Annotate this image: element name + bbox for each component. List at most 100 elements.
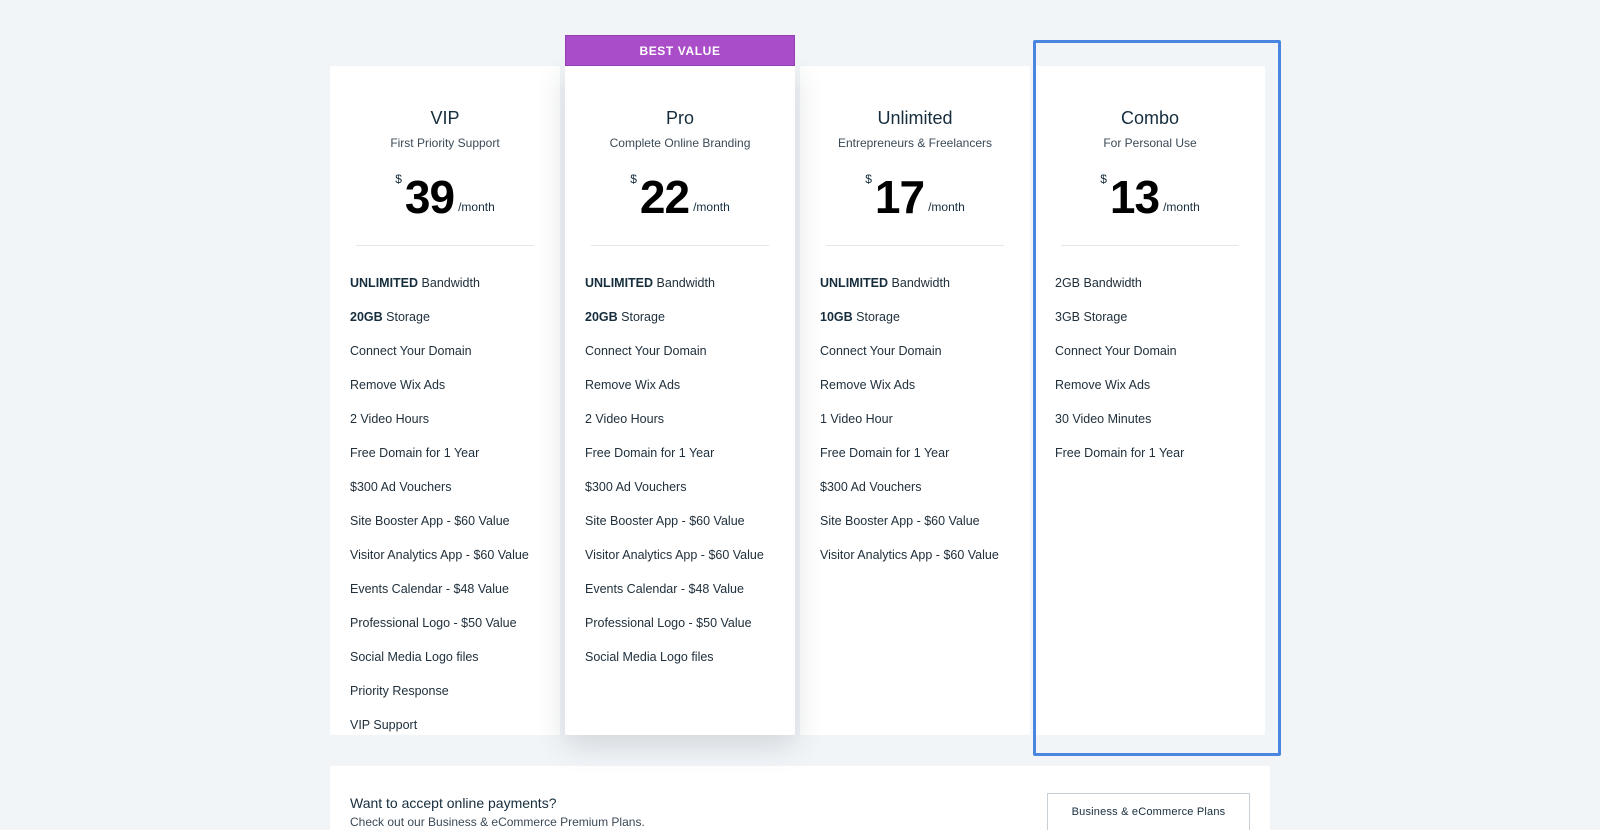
feature-item: Visitor Analytics App - $60 Value bbox=[585, 548, 790, 582]
price-amount: 22 bbox=[639, 171, 690, 223]
feature-list: UNLIMITED Bandwidth 10GB Storage Connect Y… bbox=[820, 276, 1025, 582]
feature-item: Professional Logo - $50 Value bbox=[585, 616, 790, 650]
feature-text: Free Domain for 1 Year bbox=[585, 446, 715, 460]
feature-list: UNLIMITED Bandwidth 20GB Storage Connect Y… bbox=[585, 276, 790, 684]
feature-text: Site Booster App - $60 Value bbox=[820, 514, 980, 528]
feature-text: 2 Video Hours bbox=[585, 412, 664, 426]
feature-text: 2 Video Hours bbox=[350, 412, 429, 426]
feature-item: Priority Response bbox=[350, 684, 555, 718]
feature-item: Social Media Logo files bbox=[350, 650, 555, 684]
feature-item: 30 Video Minutes bbox=[1055, 412, 1260, 446]
divider bbox=[356, 245, 534, 246]
feature-text: Free Domain for 1 Year bbox=[1055, 446, 1185, 460]
feature-text: Events Calendar - $48 Value bbox=[350, 582, 509, 596]
feature-text: $300 Ad Vouchers bbox=[350, 480, 452, 494]
feature-item: VIP Support bbox=[350, 718, 555, 735]
plan-name: Pro bbox=[665, 108, 694, 128]
currency-symbol: $ bbox=[1100, 172, 1107, 186]
feature-text: Remove Wix Ads bbox=[585, 378, 681, 392]
feature-text: Site Booster App - $60 Value bbox=[585, 514, 745, 528]
plan-name: VIP bbox=[430, 108, 460, 128]
feature-text: Bandwidth bbox=[418, 276, 480, 290]
feature-text: Social Media Logo files bbox=[585, 650, 714, 664]
feature-text: Storage bbox=[852, 310, 900, 324]
feature-item: Site Booster App - $60 Value bbox=[820, 514, 1025, 548]
plan-subtitle: For Personal Use bbox=[1103, 136, 1197, 150]
feature-item: Site Booster App - $60 Value bbox=[585, 514, 790, 548]
feature-highlight: UNLIMITED bbox=[585, 276, 654, 290]
plan-name: Combo bbox=[1120, 108, 1180, 128]
feature-item: Connect Your Domain bbox=[585, 344, 790, 378]
feature-highlight: UNLIMITED bbox=[350, 276, 419, 290]
feature-text: Connect Your Domain bbox=[1055, 344, 1177, 358]
best-value-badge: BEST VALUE bbox=[565, 35, 795, 66]
feature-item: Free Domain for 1 Year bbox=[1055, 446, 1260, 480]
feature-item: 2 Video Hours bbox=[350, 412, 555, 446]
feature-highlight: 10GB bbox=[820, 310, 853, 324]
feature-item: Events Calendar - $48 Value bbox=[350, 582, 555, 616]
plan-card-pro[interactable]: BEST VALUE Pro Complete Online Branding … bbox=[565, 35, 795, 735]
feature-text: Bandwidth bbox=[653, 276, 715, 290]
feature-text: Visitor Analytics App - $60 Value bbox=[350, 548, 529, 562]
feature-text: $300 Ad Vouchers bbox=[820, 480, 922, 494]
plan-price: $ 17 /month bbox=[800, 170, 1030, 220]
feature-item: Remove Wix Ads bbox=[350, 378, 555, 412]
feature-text: Visitor Analytics App - $60 Value bbox=[585, 548, 764, 562]
feature-text: $300 Ad Vouchers bbox=[585, 480, 687, 494]
currency-symbol: $ bbox=[395, 172, 402, 186]
divider bbox=[1061, 245, 1239, 246]
feature-highlight: UNLIMITED bbox=[820, 276, 889, 290]
feature-text: Connect Your Domain bbox=[350, 344, 472, 358]
feature-text: Bandwidth bbox=[888, 276, 950, 290]
payments-subtitle: Check out our Business & eCommerce Premi… bbox=[350, 815, 645, 829]
feature-text: Events Calendar - $48 Value bbox=[585, 582, 744, 596]
feature-text: Connect Your Domain bbox=[585, 344, 707, 358]
feature-item: Social Media Logo files bbox=[585, 650, 790, 684]
feature-item: Connect Your Domain bbox=[820, 344, 1025, 378]
feature-text: Storage bbox=[382, 310, 430, 324]
feature-item: UNLIMITED Bandwidth bbox=[820, 276, 1025, 310]
feature-text: Connect Your Domain bbox=[820, 344, 942, 358]
feature-list: UNLIMITED Bandwidth 20GB Storage Connect Y… bbox=[350, 276, 555, 735]
feature-item: Visitor Analytics App - $60 Value bbox=[350, 548, 555, 582]
payments-title: Want to accept online payments? bbox=[350, 795, 557, 811]
divider bbox=[826, 245, 1004, 246]
feature-item: Remove Wix Ads bbox=[820, 378, 1025, 412]
price-period: /month bbox=[458, 200, 495, 214]
feature-item: Events Calendar - $48 Value bbox=[585, 582, 790, 616]
feature-item: Professional Logo - $50 Value bbox=[350, 616, 555, 650]
feature-text: 3GB Storage bbox=[1055, 310, 1128, 324]
feature-text: Priority Response bbox=[350, 684, 449, 698]
feature-text: Professional Logo - $50 Value bbox=[350, 616, 517, 630]
feature-item: Free Domain for 1 Year bbox=[820, 446, 1025, 480]
feature-item: $300 Ad Vouchers bbox=[820, 480, 1025, 514]
plan-card-combo[interactable]: Combo For Personal Use $ 13 /month 2GB B… bbox=[1035, 66, 1265, 735]
feature-item: $300 Ad Vouchers bbox=[350, 480, 555, 514]
price-amount: 17 bbox=[874, 171, 925, 223]
plan-price: $ 13 /month bbox=[1035, 170, 1265, 220]
divider bbox=[591, 245, 769, 246]
feature-text: Free Domain for 1 Year bbox=[820, 446, 950, 460]
feature-item: Remove Wix Ads bbox=[1055, 378, 1260, 412]
feature-text: Free Domain for 1 Year bbox=[350, 446, 480, 460]
feature-item: Site Booster App - $60 Value bbox=[350, 514, 555, 548]
feature-highlight: 20GB bbox=[585, 310, 618, 324]
feature-item: UNLIMITED Bandwidth bbox=[585, 276, 790, 310]
feature-item: Connect Your Domain bbox=[1055, 344, 1260, 378]
feature-item: UNLIMITED Bandwidth bbox=[350, 276, 555, 310]
feature-text: Remove Wix Ads bbox=[820, 378, 916, 392]
feature-item: $300 Ad Vouchers bbox=[585, 480, 790, 514]
feature-text: Social Media Logo files bbox=[350, 650, 479, 664]
feature-text: VIP Support bbox=[350, 718, 418, 732]
feature-item: 10GB Storage bbox=[820, 310, 1025, 344]
feature-text: 30 Video Minutes bbox=[1055, 412, 1152, 426]
price-period: /month bbox=[928, 200, 965, 214]
price-period: /month bbox=[1163, 200, 1200, 214]
feature-item: Visitor Analytics App - $60 Value bbox=[820, 548, 1025, 582]
plan-card-vip[interactable]: VIP First Priority Support $ 39 /month U… bbox=[330, 66, 560, 735]
feature-item: 2GB Bandwidth bbox=[1055, 276, 1260, 310]
plan-card-unlimited[interactable]: Unlimited Entrepreneurs & Freelancers $ … bbox=[800, 66, 1030, 735]
business-ecommerce-plans-button[interactable]: Business & eCommerce Plans bbox=[1047, 793, 1250, 830]
plan-price: $ 39 /month bbox=[330, 170, 560, 220]
feature-text: Remove Wix Ads bbox=[1055, 378, 1151, 392]
